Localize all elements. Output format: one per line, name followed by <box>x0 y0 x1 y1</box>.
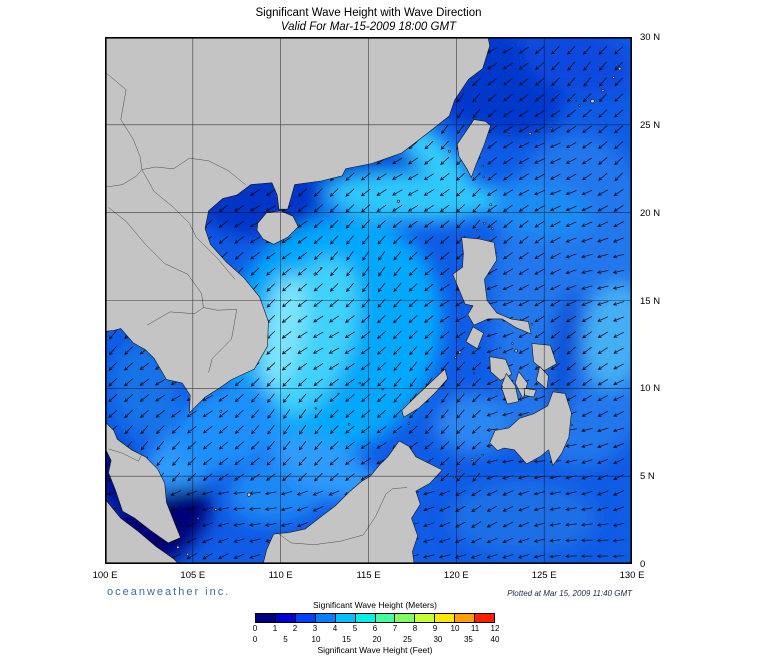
meters-tick-label: 0 <box>252 624 258 633</box>
colorbar-segment <box>375 614 396 622</box>
meters-tick-label: 10 <box>450 624 460 633</box>
meters-scale: 0 1 2 3 4 5 6 7 8 9 10 11 12 <box>252 623 500 634</box>
colorbar-segment <box>295 614 316 622</box>
meters-label: Significant Wave Height (Meters) <box>313 600 437 610</box>
feet-tick-label: 25 <box>402 635 412 644</box>
title-block: Significant Wave Height with Wave Direct… <box>105 6 632 35</box>
x-tick-label: 100 E <box>92 570 118 581</box>
meters-tick-label: 2 <box>292 624 298 633</box>
feet-label: Significant Wave Height (Feet) <box>317 645 433 655</box>
colorbar-segment <box>315 614 336 622</box>
x-tick-label: 115 E <box>356 570 381 581</box>
country-borders <box>105 71 408 545</box>
x-tick-label: 120 E <box>443 570 469 581</box>
meters-tick-label: 1 <box>272 624 278 633</box>
meters-tick-label: 8 <box>412 624 418 633</box>
feet-tick-label: 5 <box>283 635 288 644</box>
chart-title: Significant Wave Height with Wave Direct… <box>255 7 482 19</box>
y-tick-label: 30 N <box>640 32 661 43</box>
colorbar-segment <box>435 614 456 622</box>
meters-tick-label: 7 <box>392 624 398 633</box>
colorbar-segment <box>475 614 495 622</box>
meters-tick-label: 12 <box>490 624 500 633</box>
x-tick-label: 110 E <box>268 570 293 581</box>
meters-tick-label: 6 <box>372 624 378 633</box>
y-tick-label: 25 N <box>640 119 661 131</box>
colorbar <box>255 613 495 623</box>
y-tick-label: 0 <box>640 559 646 570</box>
y-tick-label: 5 N <box>640 471 655 483</box>
y-tick-label: 20 N <box>640 207 661 219</box>
meters-tick-label: 5 <box>352 624 358 633</box>
x-tick-label: 105 E <box>180 570 206 581</box>
x-tick-label: 130 E <box>619 570 645 581</box>
y-tick-label: 15 N <box>640 295 661 307</box>
y-tick-label: 10 N <box>640 383 661 395</box>
feet-tick-label: 35 <box>463 635 473 644</box>
feet-tick-label: 10 <box>311 635 321 644</box>
chart-valid-time: Valid For Mar-15-2009 18:00 GMT <box>280 21 457 34</box>
colorbar-segment <box>455 614 476 622</box>
colorbar-segment <box>355 614 376 622</box>
meters-tick-label: 4 <box>332 624 338 633</box>
latitude-axis: 0 5 N 10 N 15 N 20 N 25 N 30 N <box>640 32 680 570</box>
feet-tick-label: 20 <box>372 635 382 644</box>
colorbar-segment <box>256 614 276 622</box>
x-tick-label: 125 E <box>531 570 557 581</box>
feet-scale: 0 5 10 15 20 25 30 35 40 <box>252 634 500 645</box>
meters-tick-label: 3 <box>312 624 318 633</box>
colorbar-segment <box>395 614 416 622</box>
oceanweather-branding: oceanweather inc. <box>107 586 231 598</box>
longitude-axis: 100 E 105 E 110 E 115 E 120 E 125 E 130 E <box>93 570 645 584</box>
feet-tick-label: 30 <box>433 635 443 644</box>
colorbar-segment <box>275 614 296 622</box>
map-frame <box>105 37 632 564</box>
colorbar-segment <box>335 614 356 622</box>
feet-tick-label: 40 <box>490 635 500 644</box>
meters-tick-label: 9 <box>432 624 438 633</box>
meters-tick-label: 11 <box>470 624 480 633</box>
colorbar-segment <box>415 614 436 622</box>
feet-tick-label: 15 <box>341 635 351 644</box>
map-canvas <box>105 37 632 564</box>
grid-lines <box>105 37 632 564</box>
plotted-timestamp: Plotted at Mar 15, 2009 11:40 GMT <box>507 589 632 598</box>
feet-tick-label: 0 <box>252 635 258 644</box>
